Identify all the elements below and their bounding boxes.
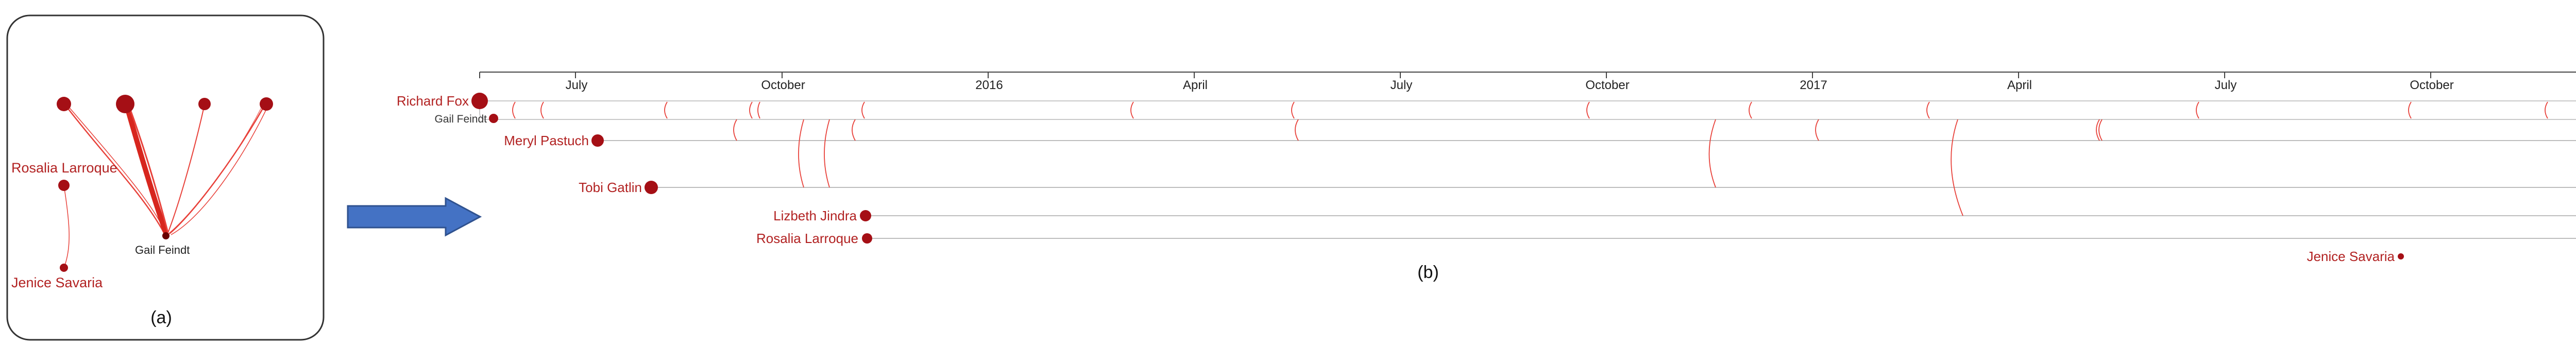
axis-tick-label: April — [1183, 78, 1208, 92]
panel-a-links — [63, 103, 268, 268]
axis-tick-label: 2016 — [975, 78, 1003, 92]
axis-tick-label: October — [761, 78, 805, 92]
row-node-tobi-gatlin — [645, 181, 658, 194]
panel-a-node — [116, 95, 134, 113]
panel-b-caption: (b) — [1417, 263, 1439, 282]
axis-tick-label: October — [1585, 78, 1629, 92]
axis-ticks: July October 2016 April July October 2017 April… — [479, 72, 2454, 92]
panel-a-label-rosalia: Rosalia Larroque — [11, 160, 117, 176]
row-node-richard-fox — [471, 93, 488, 109]
row-label-gail-feindt: Gail Feindt — [434, 113, 487, 125]
interaction-arcs — [512, 101, 2548, 216]
row-node-rosalia-larroque — [862, 233, 872, 244]
row-nodes — [471, 93, 2404, 259]
panel-a-label-gail: Gail Feindt — [135, 244, 190, 256]
panel-a-node — [198, 98, 211, 110]
axis-tick-label: 2017 — [1800, 78, 1827, 92]
row-label-richard-fox: Richard Fox — [397, 93, 469, 109]
row-label-lizbeth-jindra: Lizbeth Jindra — [773, 208, 857, 223]
panel-a: Rosalia Larroque Gail Feindt Jenice Sava… — [6, 14, 325, 341]
panel-a-node — [58, 180, 70, 191]
time-axis: July October 2016 April July October 2017 April… — [479, 72, 2576, 92]
axis-tick-label: July — [1391, 78, 1413, 92]
row-node-jenice-savaria — [2398, 253, 2404, 259]
row-label-jenice-savaria: Jenice Savaria — [2307, 249, 2395, 264]
panel-a-node — [57, 97, 71, 111]
panel-a-nodes — [57, 95, 273, 272]
axis-tick-label: April — [2007, 78, 2032, 92]
panel-a-caption: (a) — [150, 308, 172, 327]
row-node-lizbeth-jindra — [860, 210, 871, 221]
row-node-gail-feindt — [489, 114, 498, 123]
arrow-right-icon — [347, 197, 482, 237]
row-label-meryl-pastuch: Meryl Pastuch — [504, 133, 589, 148]
axis-tick-label: October — [2410, 78, 2453, 92]
axis-tick-label: July — [566, 78, 588, 92]
row-label-rosalia-larroque: Rosalia Larroque — [756, 231, 858, 246]
panel-b: July October 2016 April July October 2017 April… — [397, 72, 2576, 282]
axis-tick-label: July — [2215, 78, 2237, 92]
panel-a-frame — [6, 14, 325, 341]
panel-a-node — [60, 264, 68, 272]
row-node-meryl-pastuch — [591, 134, 604, 147]
panel-a-label-jenice: Jenice Savaria — [11, 275, 103, 290]
row-label-tobi-gatlin: Tobi Gatlin — [579, 180, 642, 195]
row-band — [479, 100, 2576, 120]
row-lines — [479, 100, 2576, 239]
panel-a-node — [260, 97, 273, 111]
panel-a-node — [162, 232, 170, 239]
